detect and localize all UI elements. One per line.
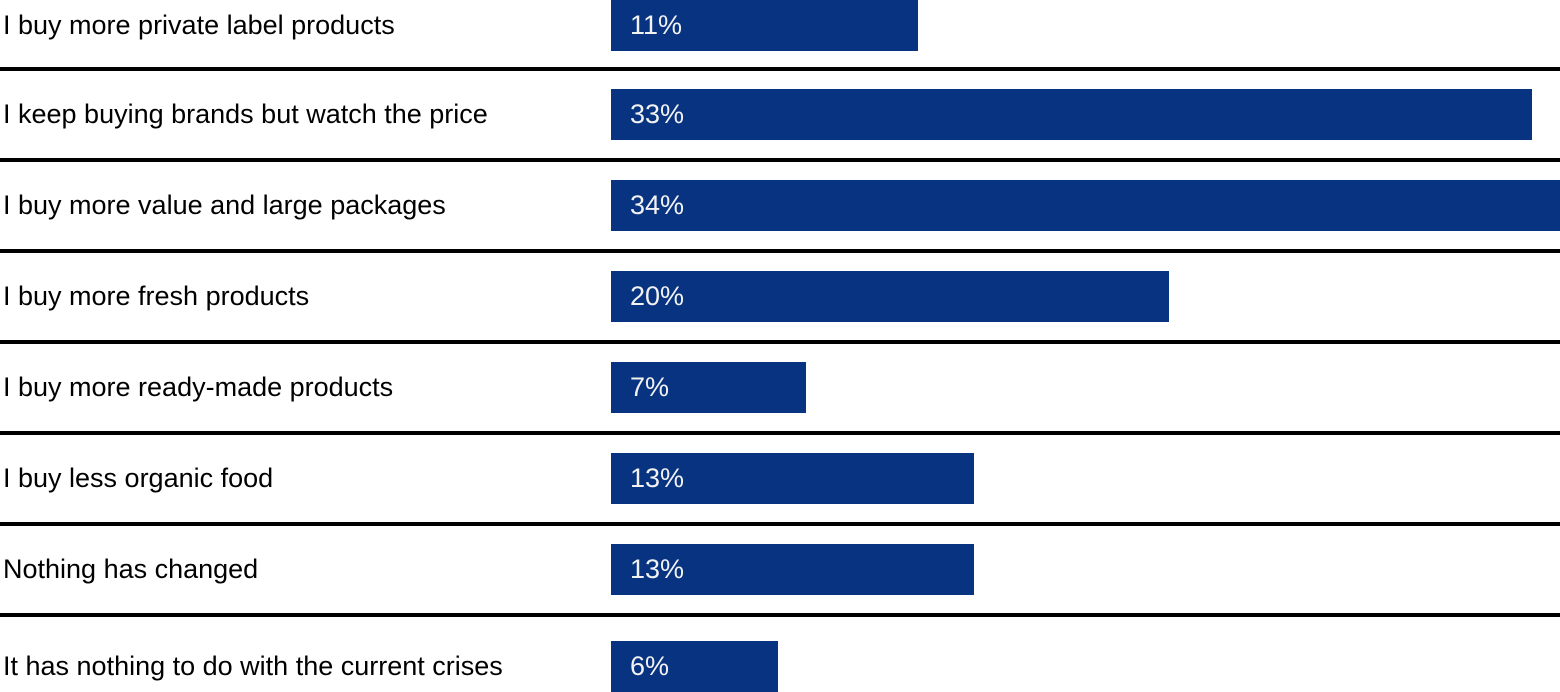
value-label: 33% [630, 99, 685, 129]
chart-row: I buy more fresh products 20% [0, 253, 1560, 344]
category-label: I buy more ready-made products [3, 371, 394, 402]
value-label: 13% [630, 554, 685, 584]
category-label: It has nothing to do with the current cr… [3, 650, 503, 681]
bar: 13% [611, 453, 974, 504]
value-label: 13% [630, 463, 685, 493]
chart-row: I buy less organic food 13% [0, 435, 1560, 526]
bar: 6% [611, 641, 779, 692]
category-label: Nothing has changed [3, 553, 259, 584]
bar: 20% [611, 271, 1170, 322]
value-label: 6% [630, 651, 670, 681]
bar-track: 13% [611, 453, 1560, 504]
chart-row: I buy more ready-made products 7% [0, 344, 1560, 435]
category-label: I buy more private label products [3, 9, 395, 40]
chart-row: I keep buying brands but watch the price… [0, 71, 1560, 162]
value-label: 7% [630, 372, 670, 402]
bar-track: 7% [611, 362, 1560, 413]
value-label: 11% [630, 10, 683, 40]
chart-row: Nothing has changed 13% [0, 526, 1560, 617]
category-label: I buy less organic food [3, 462, 274, 493]
bar-track: 13% [611, 544, 1560, 595]
chart-row: It has nothing to do with the current cr… [0, 617, 1560, 692]
category-label: I buy more value and large packages [3, 189, 446, 220]
bar-track: 11% [611, 0, 1560, 51]
chart-row: I buy more private label products 11% [0, 0, 1560, 71]
value-label: 20% [630, 281, 685, 311]
bar-track: 33% [611, 89, 1560, 140]
value-label: 34% [630, 190, 685, 220]
bar-track: 34% [611, 180, 1560, 231]
category-label: I buy more fresh products [3, 280, 310, 311]
bar-track: 20% [611, 271, 1560, 322]
category-label: I keep buying brands but watch the price [3, 98, 488, 129]
chart-row: I buy more value and large packages 34% [0, 162, 1560, 253]
bar: 7% [611, 362, 807, 413]
bar: 13% [611, 544, 974, 595]
bar: 33% [611, 89, 1533, 140]
bar: 11% [611, 0, 919, 51]
bar-track: 6% [611, 641, 1560, 692]
bar: 34% [611, 180, 1560, 231]
